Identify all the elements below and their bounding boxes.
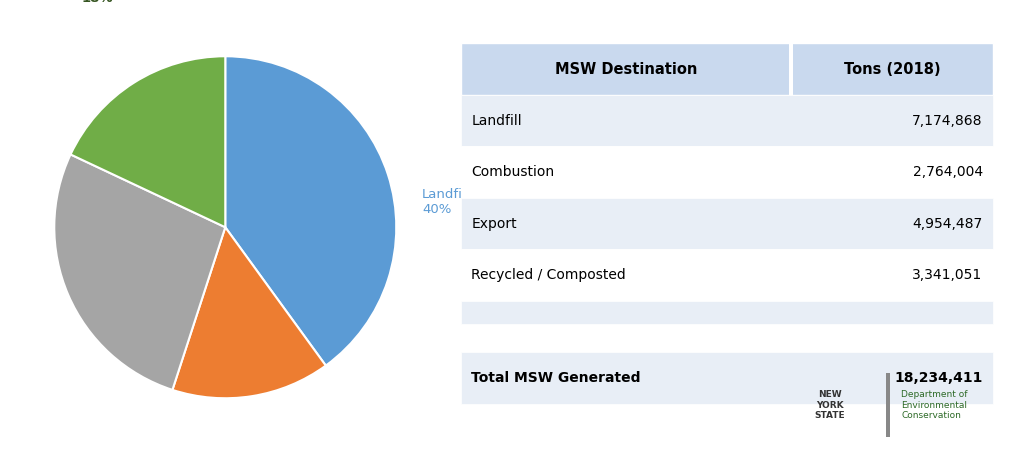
Wedge shape: [71, 56, 225, 227]
Text: 2,764,004: 2,764,004: [912, 165, 983, 179]
Text: NEW
YORK
STATE: NEW YORK STATE: [814, 390, 845, 420]
Text: 3,341,051: 3,341,051: [912, 268, 983, 282]
Text: Landfill: Landfill: [471, 113, 522, 128]
Text: Tons (2018): Tons (2018): [844, 62, 940, 76]
Text: 4,954,487: 4,954,487: [912, 216, 983, 230]
Text: Department of
Environmental
Conservation: Department of Environmental Conservation: [901, 390, 968, 420]
Text: Total MSW Generated: Total MSW Generated: [471, 371, 641, 385]
FancyBboxPatch shape: [461, 352, 993, 404]
FancyBboxPatch shape: [790, 43, 793, 95]
FancyBboxPatch shape: [461, 198, 993, 249]
Text: Recycled /
Composted
18%: Recycled / Composted 18%: [55, 0, 139, 5]
Wedge shape: [172, 227, 326, 398]
Text: Landfill
40%: Landfill 40%: [422, 188, 470, 216]
Text: Export: Export: [471, 216, 517, 230]
FancyBboxPatch shape: [461, 249, 993, 301]
FancyBboxPatch shape: [461, 146, 993, 198]
FancyBboxPatch shape: [886, 373, 890, 437]
Text: 18,234,411: 18,234,411: [894, 371, 983, 385]
Wedge shape: [225, 56, 396, 365]
FancyBboxPatch shape: [461, 95, 993, 146]
Text: MSW Destination: MSW Destination: [555, 62, 697, 76]
Text: Recycled / Composted: Recycled / Composted: [471, 268, 627, 282]
FancyBboxPatch shape: [461, 43, 993, 95]
FancyBboxPatch shape: [461, 301, 993, 324]
Text: Combustion: Combustion: [471, 165, 555, 179]
Wedge shape: [54, 154, 225, 390]
Text: 7,174,868: 7,174,868: [912, 113, 983, 128]
